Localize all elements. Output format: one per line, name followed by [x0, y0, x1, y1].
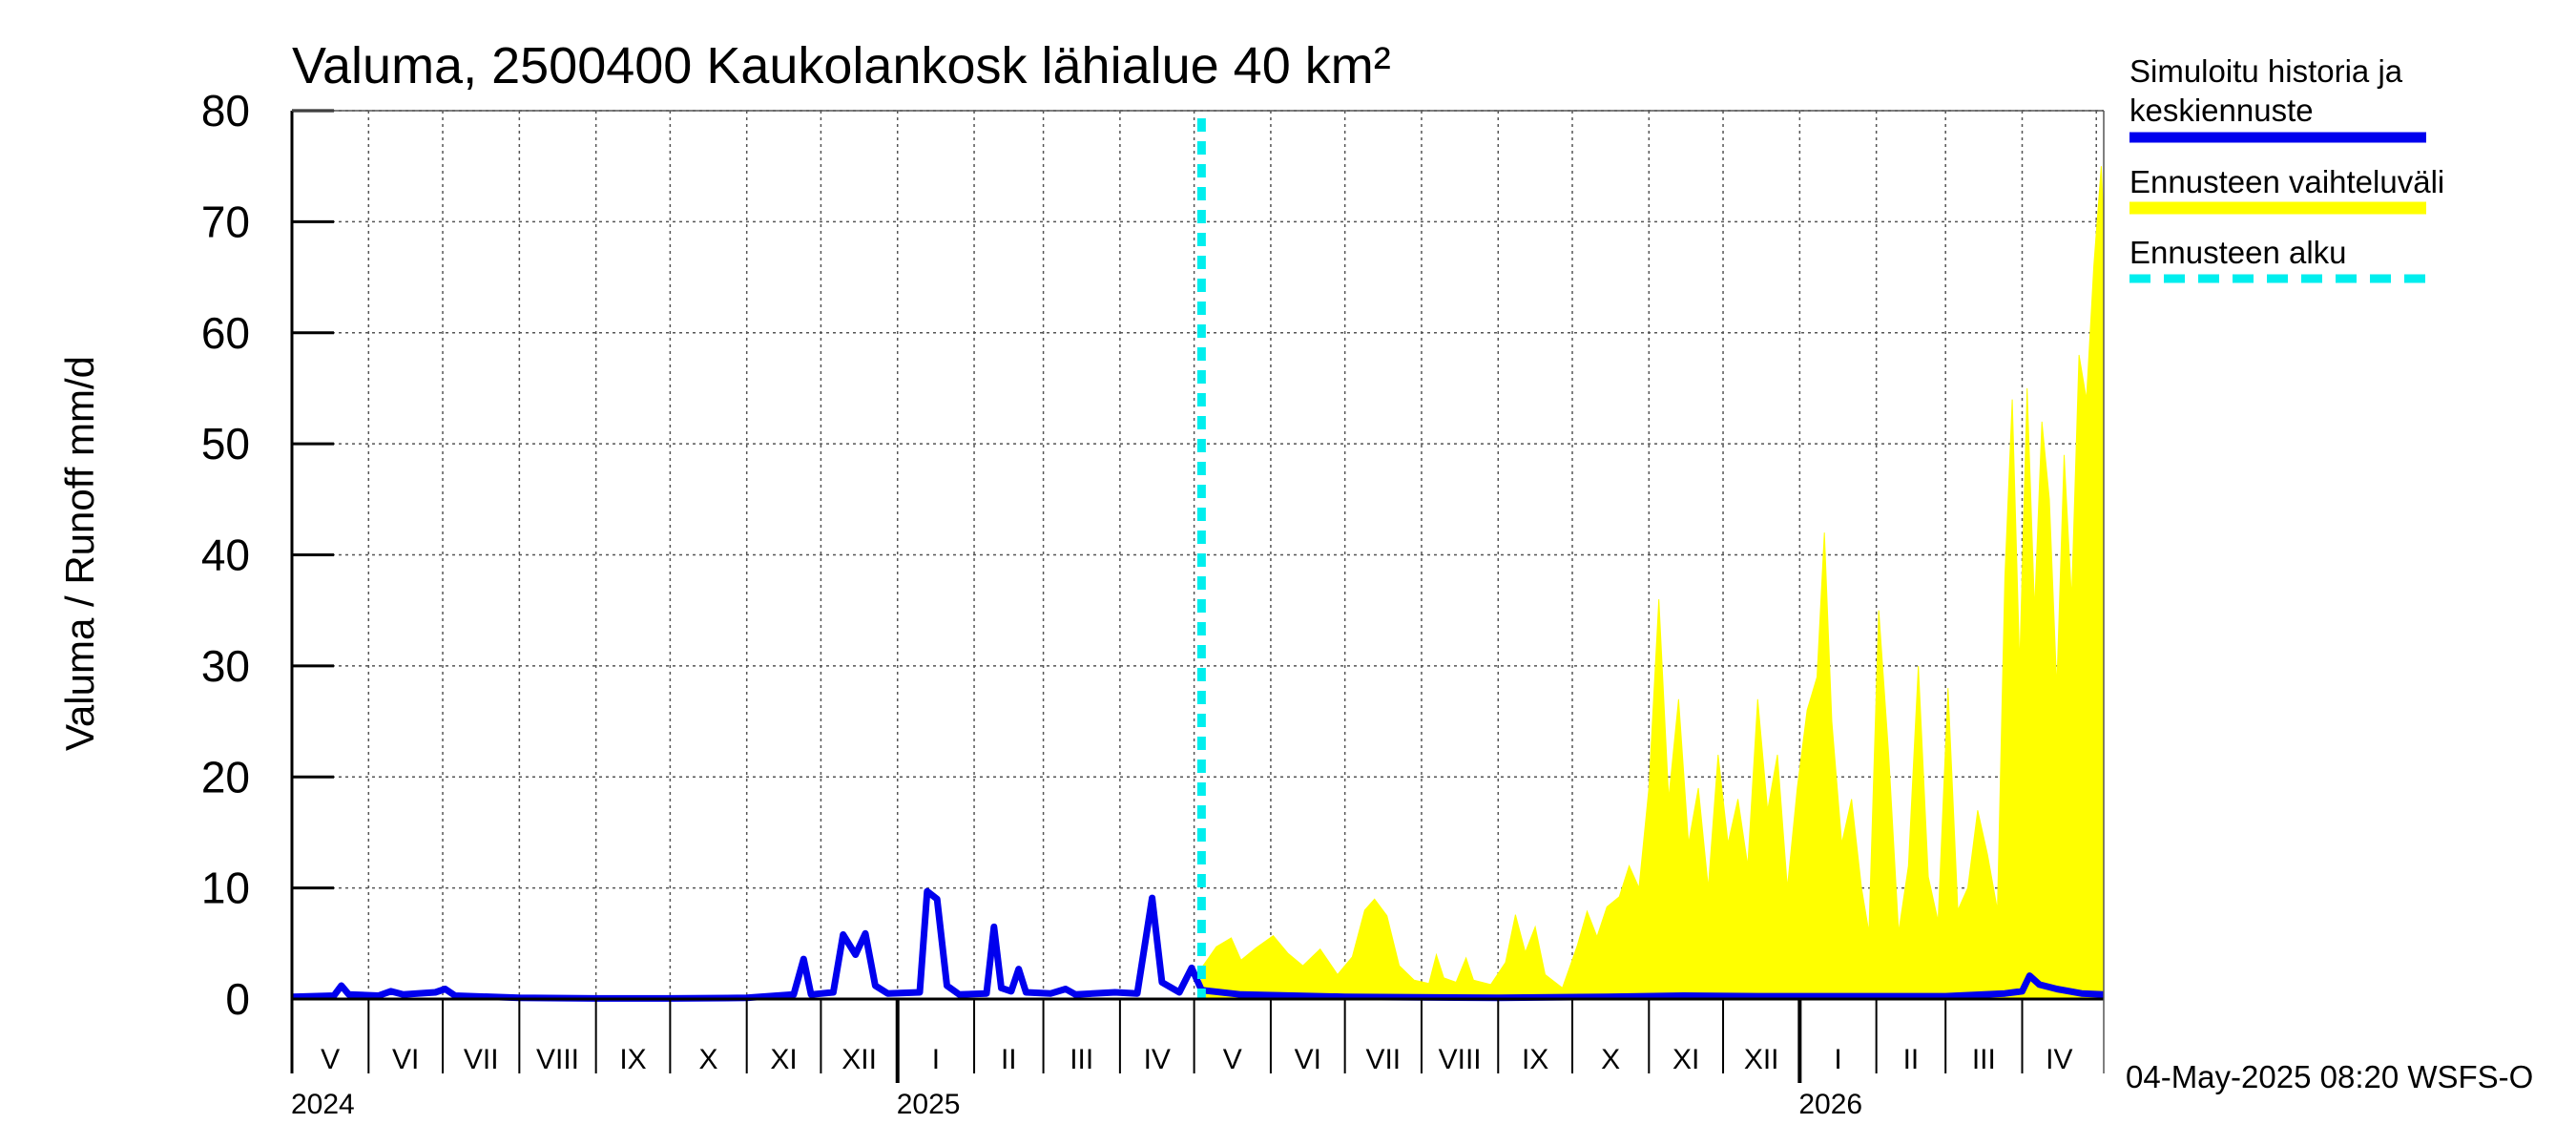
y-tick-label: 20 — [201, 752, 250, 802]
month-label: VI — [392, 1044, 419, 1075]
month-label: XI — [1672, 1044, 1699, 1075]
year-label: 2024 — [291, 1089, 355, 1120]
year-label: 2026 — [1798, 1089, 1862, 1120]
month-label: VIII — [1439, 1044, 1482, 1075]
y-tick-label: 70 — [201, 197, 250, 246]
series-forecast-range — [1200, 166, 2105, 1000]
month-label: IV — [2046, 1044, 2072, 1075]
y-tick-label: 80 — [201, 86, 250, 135]
month-label: VII — [464, 1044, 499, 1075]
y-tick-label: 50 — [201, 419, 250, 468]
legend-entry-history-line2: keskiennuste — [2129, 93, 2314, 128]
month-label: III — [1070, 1044, 1093, 1075]
month-label: V — [1223, 1044, 1242, 1075]
chart-title: Valuma, 2500400 Kaukolankosk lähialue 40… — [292, 37, 1391, 94]
month-label: IV — [1144, 1044, 1171, 1075]
month-label: X — [1601, 1044, 1620, 1075]
month-label: I — [1834, 1044, 1841, 1075]
y-tick-label: 0 — [225, 974, 250, 1024]
month-label: IX — [1522, 1044, 1548, 1075]
legend-entry-history-line1: Simuloitu historia ja — [2129, 53, 2403, 89]
month-label: II — [1001, 1044, 1017, 1075]
year-label: 2025 — [897, 1089, 961, 1120]
footer-timestamp: 04-May-2025 08:20 WSFS-O — [2126, 1059, 2533, 1094]
month-label: VI — [1295, 1044, 1321, 1075]
month-label: VIII — [536, 1044, 579, 1075]
month-label: IX — [619, 1044, 646, 1075]
series-history-mean — [291, 887, 2105, 1002]
month-label: XI — [770, 1044, 797, 1075]
grid — [292, 110, 2104, 999]
y-tick-label: 40 — [201, 531, 250, 580]
y-tick-label: 10 — [201, 864, 250, 913]
month-label: VII — [1365, 1044, 1401, 1075]
legend-entry-forecast-start: Ennusteen alku — [2129, 235, 2347, 270]
y-tick-label: 30 — [201, 641, 250, 691]
legend: Simuloitu historia ja keskiennuste Ennus… — [2129, 53, 2444, 283]
legend-entry-range: Ennusteen vaihteluväli — [2129, 164, 2444, 199]
y-axis-label: Valuma / Runoff mm/d — [57, 356, 102, 751]
month-label: XII — [841, 1044, 877, 1075]
month-label: III — [1972, 1044, 1996, 1075]
month-label: XII — [1744, 1044, 1779, 1075]
month-label: I — [932, 1044, 940, 1075]
plot-area — [291, 118, 2105, 1002]
month-label: II — [1903, 1044, 1920, 1075]
y-tick-label: 60 — [201, 308, 250, 358]
month-label: V — [321, 1044, 340, 1075]
month-label: X — [699, 1044, 718, 1075]
